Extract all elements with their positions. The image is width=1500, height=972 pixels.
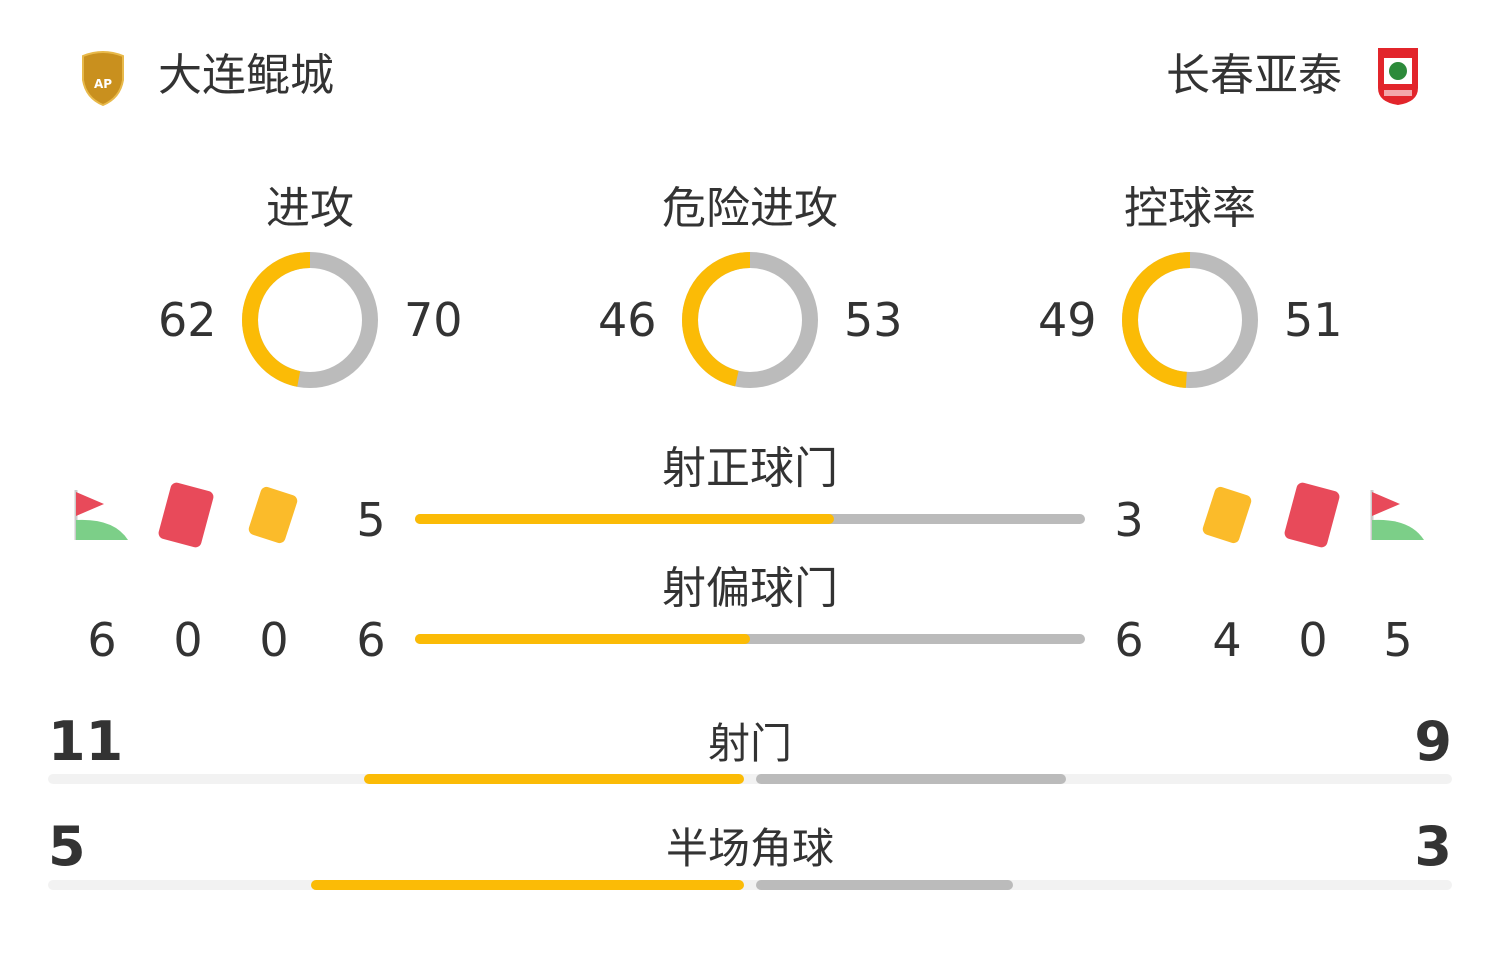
away-logo <box>1376 46 1420 106</box>
home-bar-fill <box>415 514 834 524</box>
bar-away-value: 3 <box>1114 493 1144 547</box>
donut-home-value: 62 <box>158 293 217 347</box>
donut-home-value: 46 <box>598 293 657 347</box>
wide-home-value: 11 <box>48 710 124 773</box>
home-logo: AP <box>80 50 126 107</box>
yellow-card-icon <box>247 485 299 545</box>
wide-comparison-bar <box>48 774 1452 784</box>
home-bar-fill <box>363 774 744 784</box>
bar-home-value: 6 <box>356 613 386 667</box>
donut-away-value: 51 <box>1284 293 1343 347</box>
wide-comparison-bar <box>48 880 1452 890</box>
wide-away-value: 9 <box>1414 710 1452 773</box>
donut-away-value: 70 <box>404 293 463 347</box>
donut-label: 进攻 <box>266 183 354 234</box>
yellow-card-icon <box>1201 485 1253 545</box>
wide-bar-label: 半场角球 <box>665 824 834 873</box>
donut-home-arc <box>1122 252 1258 388</box>
donut-chart <box>1122 252 1258 388</box>
donut-home-arc <box>682 252 818 388</box>
red-card-icon <box>1283 481 1341 549</box>
comparison-bar <box>415 634 1085 644</box>
away-yellow-cards: 4 <box>1212 613 1242 667</box>
bar-home-value: 5 <box>356 493 386 547</box>
donut-chart <box>682 252 818 388</box>
wide-home-value: 5 <box>48 815 86 878</box>
comparison-bar <box>415 514 1085 524</box>
donut-home-value: 49 <box>1038 293 1097 347</box>
bar-away-value: 6 <box>1114 613 1144 667</box>
donut-label: 危险进攻 <box>662 183 838 234</box>
home-red-cards: 0 <box>173 613 203 667</box>
corner-flag-icon <box>74 490 130 546</box>
away-team-name: 长春亚泰 <box>1166 50 1342 101</box>
donut-label: 控球率 <box>1124 183 1256 234</box>
svg-text:AP: AP <box>94 77 112 91</box>
corner-flag-icon <box>1370 490 1426 546</box>
away-bar-fill <box>756 774 1066 784</box>
home-corners: 6 <box>87 613 117 667</box>
home-team-name: 大连鲲城 <box>158 50 334 101</box>
home-bar-fill <box>311 880 744 890</box>
donut-home-arc <box>242 252 378 388</box>
away-corners: 5 <box>1383 613 1413 667</box>
home-yellow-cards: 0 <box>259 613 289 667</box>
away-bar-fill <box>756 880 1014 890</box>
red-card-icon <box>157 481 215 549</box>
donut-chart <box>242 252 378 388</box>
wide-away-value: 3 <box>1414 815 1452 878</box>
donut-away-value: 53 <box>844 293 903 347</box>
home-bar-fill <box>415 634 750 644</box>
bar-label: 射正球门 <box>662 443 838 494</box>
bar-label: 射偏球门 <box>662 563 838 614</box>
away-red-cards: 0 <box>1298 613 1328 667</box>
wide-bar-label: 射门 <box>707 719 792 768</box>
